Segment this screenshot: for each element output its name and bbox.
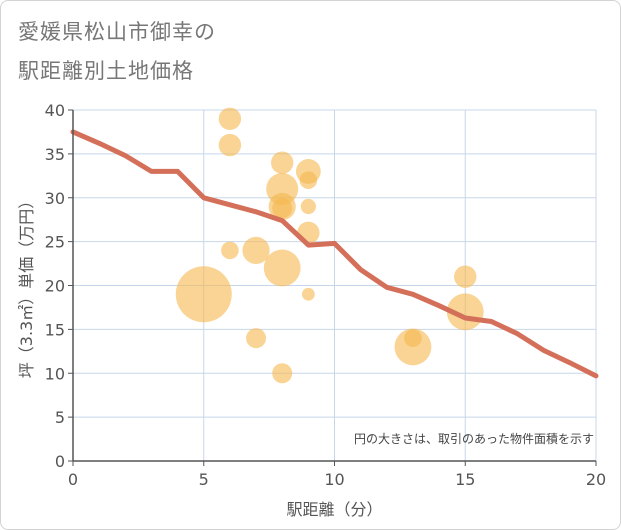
bubble-size-note: 円の大きさは、取引のあった物件面積を示す (354, 431, 594, 446)
axes: 0 5 10 15 20 25 30 35 40 0 5 10 15 20 (45, 101, 607, 489)
y-tick-label-40: 40 (45, 101, 65, 120)
bubble-11 (263, 249, 301, 287)
x-tick-label-10: 10 (324, 470, 344, 489)
bubble-19 (404, 329, 422, 347)
bubble-12 (272, 363, 293, 384)
y-tick-label-5: 5 (55, 408, 65, 427)
bubble-15 (300, 198, 316, 215)
bubble-14 (299, 171, 318, 189)
y-axis-title: 坪（3.3㎡）単価（万円） (17, 193, 36, 378)
grid-lines (73, 109, 597, 461)
bubble-1 (175, 266, 232, 323)
bubble-7 (271, 151, 294, 174)
y-tick-label-20: 20 (45, 277, 65, 296)
y-tick-label-25: 25 (45, 233, 65, 252)
y-tick-label-10: 10 (45, 364, 65, 383)
bubble-3 (218, 133, 242, 157)
x-tick-label-15: 15 (455, 470, 475, 489)
x-tick-label-5: 5 (199, 470, 209, 489)
bubble-20 (454, 265, 477, 288)
bubble-4 (221, 241, 239, 260)
y-tick-label-35: 35 (45, 145, 65, 164)
y-tick-label-0: 0 (55, 452, 65, 471)
bubble-2 (218, 107, 242, 130)
bubble-10 (272, 198, 293, 219)
y-tick-label-15: 15 (45, 320, 65, 339)
bubble-5 (242, 236, 270, 264)
average-price-line (70, 129, 599, 379)
bubble-6 (246, 328, 267, 349)
y-tick-label-30: 30 (45, 189, 65, 208)
x-axis-title: 駅距離（分） (286, 500, 382, 519)
bubble-17 (301, 287, 315, 301)
x-tick-label-0: 0 (68, 470, 78, 489)
x-tick-label-20: 20 (586, 470, 606, 489)
bubble-series (175, 107, 484, 384)
chart-title-line-2: 駅距離別土地価格 (18, 59, 194, 83)
chart-title-line-1: 愛媛県松山市御幸の (18, 20, 216, 44)
series-line-1 (70, 129, 599, 379)
